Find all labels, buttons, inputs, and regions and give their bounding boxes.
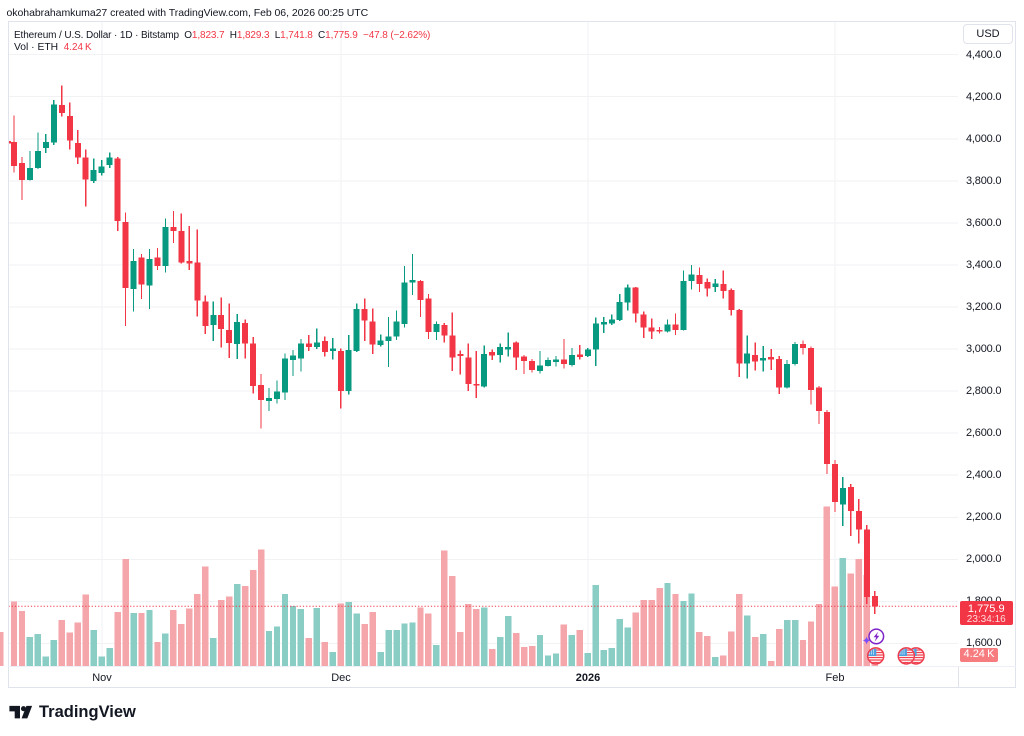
svg-text:TradingView: TradingView [39, 703, 136, 721]
